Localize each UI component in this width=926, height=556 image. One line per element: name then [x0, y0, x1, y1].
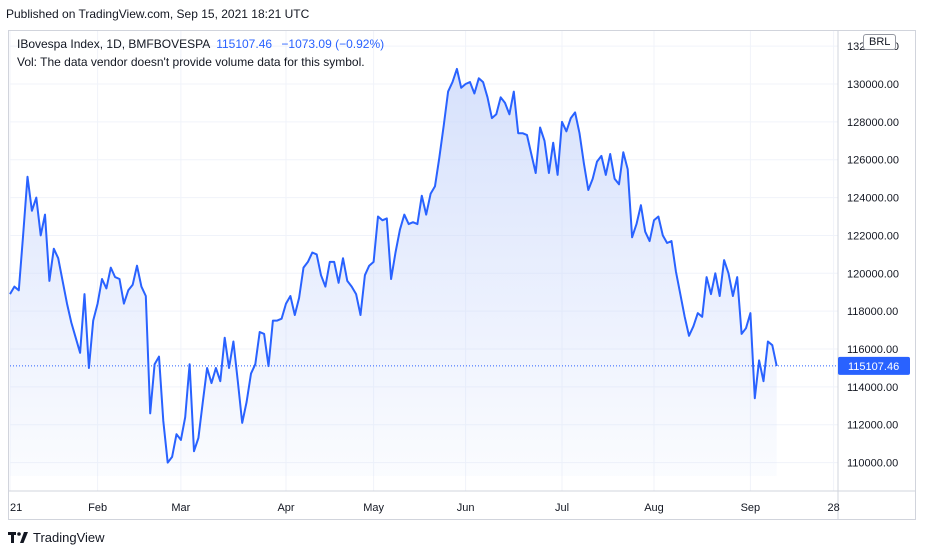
y-tick-label: 118000.00 [847, 306, 898, 318]
x-tick-label: Jul [555, 502, 569, 514]
y-axis: 110000.00 112000.00 114000.00 116000.00 1180… [847, 41, 899, 469]
y-tick-label: 126000.00 [847, 155, 899, 167]
x-tick-label: Sep [741, 502, 761, 514]
x-tick-label: Mar [171, 502, 190, 514]
area-fill-layer [10, 68, 777, 477]
y-tick-label: 124000.00 [847, 193, 899, 205]
last-price-tag-label: 115107.46 [848, 361, 899, 373]
y-tick-label: 114000.00 [847, 382, 898, 394]
y-tick-label: 112000.00 [847, 420, 898, 432]
brand-name: TradingView [33, 530, 105, 545]
area-fill [10, 68, 777, 477]
x-tick-label: Jun [457, 502, 475, 514]
last-price-tag [838, 356, 910, 375]
price-line-layer [9, 67, 778, 464]
footer-brand[interactable]: TradingView [8, 530, 105, 545]
y-tick-label: 130000.00 [847, 79, 899, 91]
currency-badge[interactable]: BRL [863, 34, 897, 50]
x-tick-label: Apr [277, 502, 294, 514]
last-price-value: 115107.46 [216, 37, 273, 51]
chart-frame[interactable] [8, 30, 916, 520]
y-tick-label: 122000.00 [847, 230, 899, 242]
y-tick-label: 120000.00 [847, 268, 899, 280]
y-tick-label: 110000.00 [847, 458, 898, 470]
x-tick-label: Feb [88, 502, 107, 514]
x-tick-label: 28 [827, 502, 839, 514]
chart-legend: IBovespa Index, 1D, BMFBOVESPA 115107.46 … [17, 35, 384, 71]
price-line [9, 67, 778, 464]
symbol-name[interactable]: IBovespa Index, 1D, BMFBOVESPA [17, 37, 211, 51]
price-change: −1073.09 (−0.92%) [281, 37, 385, 51]
x-tick-label: 21 [10, 502, 22, 514]
y-tick-label: 128000.00 [847, 117, 899, 129]
x-tick-label: May [363, 502, 384, 514]
published-notice: Published on TradingView.com, Sep 15, 20… [6, 7, 310, 21]
y-tick-label: 116000.00 [847, 344, 898, 356]
x-tick-label: Aug [644, 502, 664, 514]
tradingview-logo-icon [8, 532, 28, 543]
last-price-marker: 115107.46 [10, 356, 910, 375]
volume-note: Vol: The data vendor doesn't provide vol… [17, 55, 365, 69]
x-axis: 21 Feb Mar Apr May Jun Jul Aug Sep 28 [10, 502, 840, 514]
